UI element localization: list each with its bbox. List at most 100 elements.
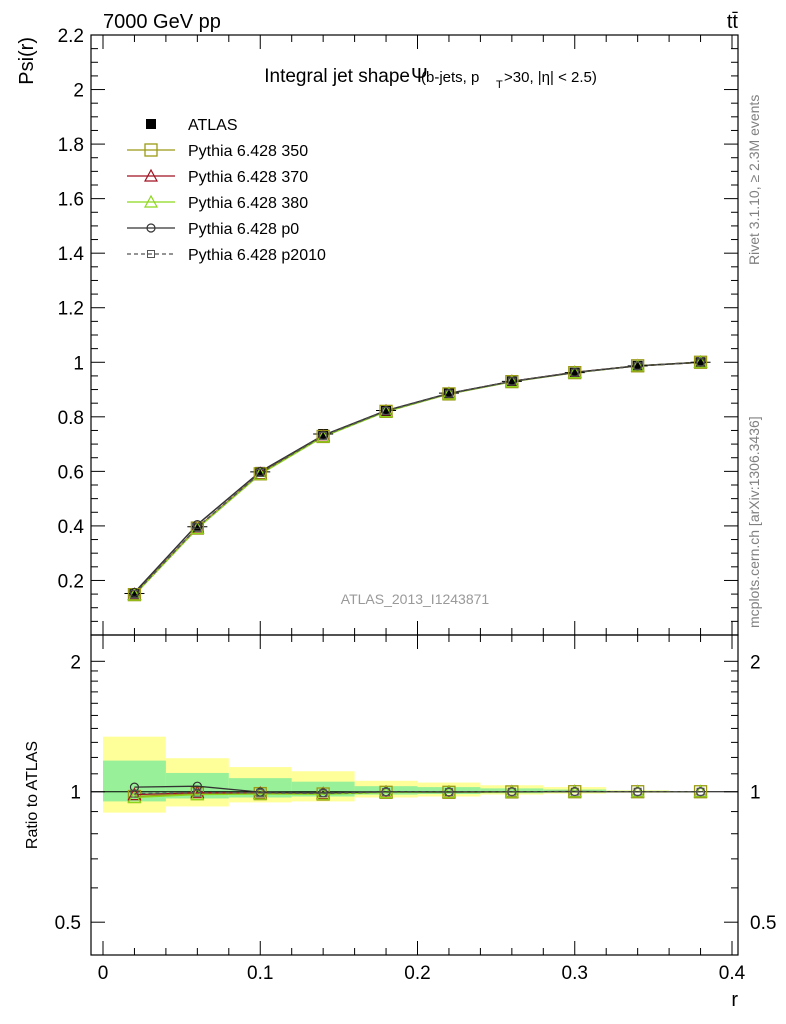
legend-entry: Pythia 6.428 350 <box>127 143 308 160</box>
ratio-band-inner <box>480 788 544 794</box>
legend-label: Pythia 6.428 p0 <box>188 221 299 238</box>
energy-label: 7000 GeV pp <box>103 11 221 33</box>
legend-entry: Pythia 6.428 p0 <box>127 221 299 238</box>
process-label: tt̄ <box>727 11 739 33</box>
chart-title-symbol: Ψ <box>411 65 428 87</box>
legend: ATLAS Pythia 6.428 350 Pythia 6.428 370 Pyt… <box>127 117 326 264</box>
main-series-markers-0 <box>124 357 711 599</box>
ratio-y-tick-label: 1 <box>70 783 81 804</box>
ratio-data-point <box>129 782 140 792</box>
main-y-tick-label: 0.4 <box>58 517 85 538</box>
x-axis-label: r <box>731 989 738 1011</box>
legend-marker <box>143 194 159 208</box>
main-data-point <box>444 389 453 398</box>
main-data-point <box>569 367 580 378</box>
ratio-data-point <box>319 789 328 798</box>
main-data-point <box>192 521 203 532</box>
ratio-y-tick-label: 2 <box>70 652 81 673</box>
main-data-point <box>570 368 579 377</box>
x-tick-label: 0.3 <box>562 963 588 984</box>
chart-title-main: Integral jet shape <box>264 66 410 87</box>
main-y-axis-label: Psi(r) <box>16 37 38 85</box>
main-data-point <box>381 405 392 416</box>
legend-label: Pythia 6.428 380 <box>188 195 308 212</box>
ratio-series-line <box>134 791 701 795</box>
ratio-series-layer <box>127 781 708 804</box>
analysis-watermark: ATLAS_2013_I1243871 <box>341 591 490 607</box>
ratio-uncertainty-bands <box>103 736 670 813</box>
main-data-point <box>319 431 328 440</box>
main-data-point <box>130 590 139 599</box>
ratio-band-inner <box>417 787 481 795</box>
main-series-line <box>133 361 701 596</box>
main-data-point <box>507 377 516 386</box>
main-data-point <box>382 407 391 416</box>
legend-entry: Pythia 6.428 p2010 <box>127 247 326 264</box>
legend-label: Pythia 6.428 370 <box>188 169 308 186</box>
ratio-axes-layer: 0.5 0.5 1 1 2 2 0 0.1 0.2 0.3 0.4 <box>55 635 776 984</box>
main-series-markers-5 <box>130 358 705 599</box>
chart-title-sub-suffix: >30, |η| < 2.5) <box>504 69 597 86</box>
ratio-panel: 0.5 0.5 1 1 2 2 0 0.1 0.2 0.3 0.4 Ratio to ATLAS r <box>24 634 776 1011</box>
main-series-5 <box>133 361 701 595</box>
main-y-tick-label: 1.6 <box>58 190 84 211</box>
main-series-3 <box>133 361 701 596</box>
main-series-1 <box>133 361 701 596</box>
main-series-4 <box>133 361 701 593</box>
main-data-point <box>255 466 266 477</box>
legend-marker <box>144 143 158 157</box>
main-y-tick-label: 1.4 <box>58 244 85 265</box>
main-series-line <box>133 361 701 593</box>
main-y-tick-label: 1 <box>73 353 84 374</box>
ratio-band-inner <box>354 786 418 795</box>
x-tick-label: 0.1 <box>247 963 273 984</box>
legend-entry: Pythia 6.428 370 <box>127 168 308 186</box>
ratio-data-point <box>633 787 642 796</box>
main-data-point <box>318 429 329 439</box>
main-data-point <box>129 588 140 599</box>
legend-marker <box>147 250 155 258</box>
main-data-point <box>632 360 643 371</box>
main-data-point <box>633 361 642 370</box>
legend-label: Pythia 6.428 350 <box>188 143 308 160</box>
legend-entry: Pythia 6.428 380 <box>127 194 308 212</box>
legend-marker <box>146 119 156 129</box>
legend-marker <box>146 223 156 233</box>
ratio-data-point <box>193 788 202 797</box>
main-y-tick-label: 0.6 <box>58 462 84 483</box>
x-tick-label: 0.2 <box>404 963 430 984</box>
ratio-y-tick-label-right: 0.5 <box>750 913 776 934</box>
main-data-point <box>506 376 517 387</box>
main-series-2 <box>133 361 701 595</box>
main-data-point <box>256 469 265 477</box>
x-tick-label: 0 <box>98 963 109 984</box>
ratio-data-point <box>256 788 265 797</box>
ratio-data-point <box>507 787 516 796</box>
ratio-series-4 <box>130 787 705 798</box>
ratio-data-point <box>444 788 453 797</box>
main-series-markers-4 <box>129 357 706 598</box>
main-y-tick-label: 2.2 <box>58 26 84 47</box>
main-y-tick-label: 0.8 <box>58 408 84 429</box>
x-tick-label: 0.4 <box>719 963 746 984</box>
ratio-data-point <box>696 787 705 796</box>
main-y-tick-label: 0.2 <box>58 571 84 592</box>
main-data-point <box>695 357 706 368</box>
main-panel: 0.2 0.4 0.6 0.8 1 1.2 1.4 1.6 1.8 2 2.2 Integral j… <box>16 26 739 636</box>
ratio-y-tick-label-right: 2 <box>750 652 761 673</box>
main-series-markers-2 <box>127 355 708 600</box>
ratio-data-point <box>382 788 391 797</box>
ratio-data-point <box>192 781 202 791</box>
main-series-line <box>133 361 701 595</box>
main-axes-layer: 0.2 0.4 0.6 0.8 1 1.2 1.4 1.6 1.8 2 2.2 <box>58 26 738 635</box>
main-y-tick-label: 2 <box>73 81 84 102</box>
rivet-version-label: Rivet 3.1.10, ≥ 2.3M events <box>746 95 762 265</box>
legend-label: Pythia 6.428 p2010 <box>188 247 326 264</box>
main-series-layer <box>124 355 711 602</box>
ratio-y-axis-label: Ratio to ATLAS <box>24 741 41 849</box>
ratio-data-point <box>570 787 579 796</box>
main-y-tick-label: 1.8 <box>58 135 84 156</box>
main-data-point <box>696 358 705 367</box>
chart-title-subscript: T <box>496 79 503 91</box>
